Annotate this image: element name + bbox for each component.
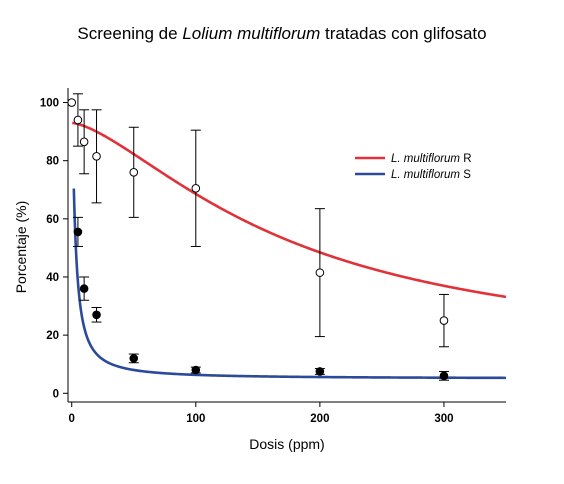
data-point-r xyxy=(129,168,139,177)
legend-label-species: L. multiflorum xyxy=(391,153,460,165)
data-point-s xyxy=(73,227,83,237)
data-point-s xyxy=(315,367,325,376)
data-point-s xyxy=(191,365,201,375)
fit-curve-r xyxy=(71,121,507,299)
legend-label: L. multiflorum S xyxy=(391,169,471,181)
data-point-r xyxy=(67,98,77,107)
data-point-r xyxy=(191,184,201,193)
legend-label-suffix: S xyxy=(460,169,471,181)
data-point-r xyxy=(79,137,89,147)
y-tick-label: 80 xyxy=(46,156,59,168)
legend: L. multiflorum RL. multiflorum S xyxy=(355,153,472,181)
data-point-r xyxy=(439,316,449,325)
y-tick-label: 20 xyxy=(46,330,59,342)
x-tick-label: 0 xyxy=(69,413,75,425)
data-point-s xyxy=(439,371,449,381)
data-point-s xyxy=(129,354,139,363)
x-tick-label: 300 xyxy=(434,413,453,425)
chart-title-prefix: Screening de xyxy=(77,24,183,43)
legend-label-suffix: R xyxy=(460,153,472,165)
legend-label: L. multiflorum R xyxy=(391,153,472,165)
chart-title-suffix: tratadas con glifosato xyxy=(320,24,487,43)
y-tick-label: 100 xyxy=(40,98,59,110)
x-tick-label: 100 xyxy=(186,413,205,425)
chart-title: Screening de Lolium multiflorum tratadas… xyxy=(0,24,564,44)
data-point-s xyxy=(79,284,89,293)
y-tick-label: 60 xyxy=(46,214,59,226)
x-axis-label: Dosis (ppm) xyxy=(249,436,324,452)
chart-title-species: Lolium multiflorum xyxy=(182,24,321,43)
data-point-r xyxy=(315,268,325,277)
y-axis-label: Porcentaje (%) xyxy=(13,201,29,294)
legend-label-species: L. multiflorum xyxy=(391,169,460,181)
y-tick-label: 0 xyxy=(53,388,59,400)
x-tick-label: 200 xyxy=(310,413,329,425)
y-tick-label: 40 xyxy=(46,272,59,284)
fit-curve-s xyxy=(72,188,506,380)
data-point-s xyxy=(92,310,101,320)
data-point-r xyxy=(92,152,101,161)
data-point-r xyxy=(73,115,83,125)
